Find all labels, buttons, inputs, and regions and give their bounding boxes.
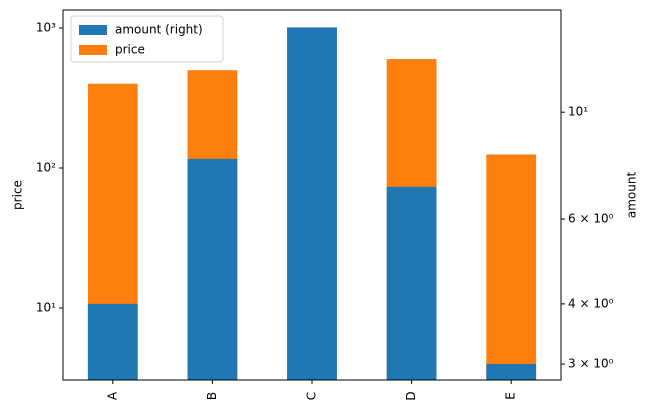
y-axis-label: price	[11, 180, 25, 210]
y-tick-label: 10³	[36, 21, 56, 35]
bar	[187, 158, 238, 380]
y-tick-label: 10¹	[36, 301, 56, 315]
bar	[486, 154, 537, 380]
x-tick-label: D	[404, 391, 418, 400]
y2-tick-label: 3 × 10⁰	[568, 357, 614, 371]
legend-box	[70, 15, 224, 63]
x-tick-label: C	[305, 392, 319, 400]
y2-axis-label: amount	[625, 172, 639, 219]
y-tick-label: 10²	[36, 161, 56, 175]
x-tick-label: B	[205, 392, 219, 400]
legend-label: price	[115, 43, 145, 57]
y2-tick-label: 4 × 10⁰	[568, 296, 614, 310]
legend-swatch	[79, 45, 107, 55]
bar	[386, 186, 437, 380]
x-tick-label: E	[504, 392, 518, 400]
legend-swatch	[79, 25, 107, 35]
bar	[87, 303, 138, 380]
bar	[287, 27, 337, 380]
bar	[486, 364, 537, 380]
x-tick-label: A	[105, 391, 119, 400]
y2-tick-label: 6 × 10⁰	[568, 212, 614, 226]
legend-label: amount (right)	[115, 23, 203, 37]
y2-tick-label: 10¹	[568, 105, 588, 119]
